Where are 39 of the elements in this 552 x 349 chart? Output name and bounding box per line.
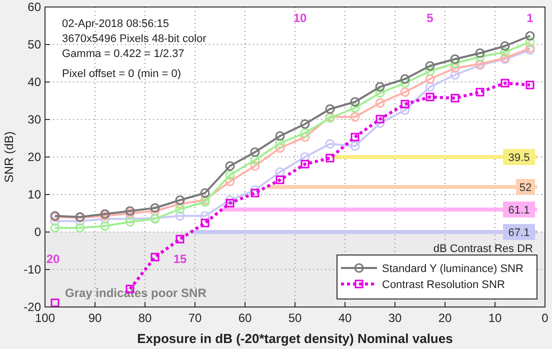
y-tick-label: 0 [34,225,42,239]
x-tick-label: 50 [288,311,302,325]
annotation: 5 [426,11,434,25]
annotation: 15 [173,252,187,266]
x-tick-label: 10 [488,311,502,325]
y-tick-label: 30 [28,112,42,126]
x-tick-label: 0 [542,311,549,325]
annotation: 10 [293,11,307,25]
annotation: 1 [526,11,534,25]
legend-label: Standard Y (luminance) SNR [382,263,524,275]
y-tick-label: -10 [24,262,42,276]
y-tick-label: 40 [28,75,42,89]
y-tick-label: -20 [24,300,42,314]
annotation: 52 [519,182,532,194]
annotation: 39.5 [508,152,530,164]
y-tick-label: 60 [28,0,42,14]
x-tick-label: 30 [388,311,402,325]
annotation: 3670x5496 Pixels 48-bit color [62,33,207,45]
annotation: Pixel offset = 0 (min = 0) [62,68,182,80]
band-label: Gray indicates poor SNR [65,286,207,300]
x-tick-label: 70 [188,311,202,325]
x-tick-label: 100 [34,311,56,325]
annotation: dB Contrast Res DR [433,243,534,255]
y-tick-label: 50 [28,38,42,52]
y-axis-title: SNR (dB) [2,131,16,183]
y-tick-label: 20 [28,150,42,164]
legend-label: Contrast Resolution SNR [382,279,505,291]
x-axis-title: Exposure in dB (-20*target density) Nominal values [137,331,453,346]
x-tick-label: 40 [338,311,352,325]
annotation: 61.1 [508,204,530,216]
x-tick-label: 60 [238,311,252,325]
annotation: 20 [46,252,60,266]
annotation: Gamma = 0.422 = 1/2.37 [62,48,184,60]
y-tick-label: 10 [28,188,42,202]
x-tick-label: 90 [88,311,102,325]
annotation: 67.1 [508,227,530,239]
x-tick-label: 80 [138,311,152,325]
annotation: 02-Apr-2018 08:56:15 [62,18,170,30]
x-tick-label: 20 [438,311,452,325]
